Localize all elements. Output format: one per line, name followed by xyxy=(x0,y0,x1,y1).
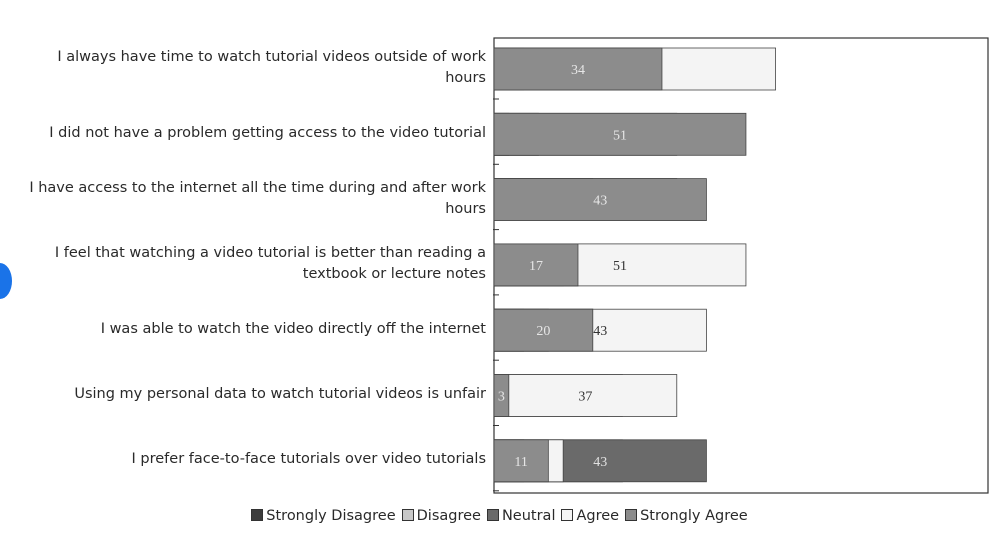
bar-value-label: 51 xyxy=(613,128,627,143)
category-label: Using my personal data to watch tutorial… xyxy=(16,384,486,405)
category-label: I always have time to watch tutorial vid… xyxy=(16,47,486,89)
legend-label: Disagree xyxy=(416,508,481,524)
legend-label: Strongly Disagree xyxy=(266,508,396,524)
category-label-line: hours xyxy=(445,70,486,86)
legend-item: Agree xyxy=(561,508,619,524)
legend-label: Neutral xyxy=(501,508,556,524)
category-label: I was able to watch the video directly o… xyxy=(16,319,486,340)
category-label: I did not have a problem getting access … xyxy=(16,123,486,144)
bar-value-label: 43 xyxy=(593,324,607,339)
bar-value-label: 3 xyxy=(498,390,505,405)
bar-segment-strongly-agree xyxy=(493,243,579,287)
bar-value-label: 43 xyxy=(593,194,607,209)
legend-item: Strongly Disagree xyxy=(251,508,396,524)
category-label-line: hours xyxy=(445,200,486,217)
bar-segment-strongly-agree xyxy=(493,112,747,156)
category-label-line: I prefer face-to-face tutorials over vid… xyxy=(131,451,486,468)
category-label-line: I have access to the internet all the ti… xyxy=(29,179,486,196)
legend-item: Disagree xyxy=(401,508,481,524)
bar-segment-strongly-agree xyxy=(493,47,663,91)
legend-label: Agree xyxy=(576,508,620,524)
bar-segment-strongly-agree xyxy=(493,308,594,352)
legend: Strongly Disagree Disagree Neutral Agree Str… xyxy=(0,508,999,524)
legend-swatch xyxy=(625,509,638,521)
category-label-line: I did not have a problem getting access … xyxy=(49,124,486,141)
bar-value-label: 11 xyxy=(514,455,527,470)
category-label-line: Using my personal data to watch tutorial… xyxy=(74,386,486,402)
bar-value-label: 20 xyxy=(536,324,550,339)
bar-segment-agree xyxy=(493,374,678,417)
category-label: I have access to the internet all the ti… xyxy=(16,178,486,220)
category-label: I feel that watching a video tutorial is… xyxy=(16,243,486,285)
legend-item: Strongly Agree xyxy=(625,508,748,524)
bar-segment-strongly-agree xyxy=(493,439,549,483)
bar-value-label: 43 xyxy=(593,455,607,470)
category-label-line: I always have time to watch tutorial vid… xyxy=(57,49,486,65)
bar-segment-strongly-agree xyxy=(493,178,707,222)
bar-value-label: 51 xyxy=(613,259,627,274)
legend-swatch xyxy=(401,509,414,521)
blue-dot-marker xyxy=(0,263,12,299)
bar-value-label: 34 xyxy=(571,63,585,78)
legend-swatch xyxy=(561,509,574,521)
category-label-line: I feel that watching a video tutorial is… xyxy=(54,244,486,261)
legend-item: Neutral xyxy=(486,508,556,524)
category-label: I prefer face-to-face tutorials over vid… xyxy=(16,449,486,470)
legend-swatch xyxy=(486,509,499,521)
bar-value-label: 37 xyxy=(578,390,592,405)
category-label-line: I was able to watch the video directly o… xyxy=(100,320,486,337)
category-label-line: textbook or lecture notes xyxy=(302,265,486,282)
legend-label: Strongly Agree xyxy=(640,508,748,524)
legend-swatch xyxy=(251,509,264,521)
bar-value-label: 17 xyxy=(529,259,543,274)
bar-segment-strongly-agree xyxy=(493,374,510,417)
